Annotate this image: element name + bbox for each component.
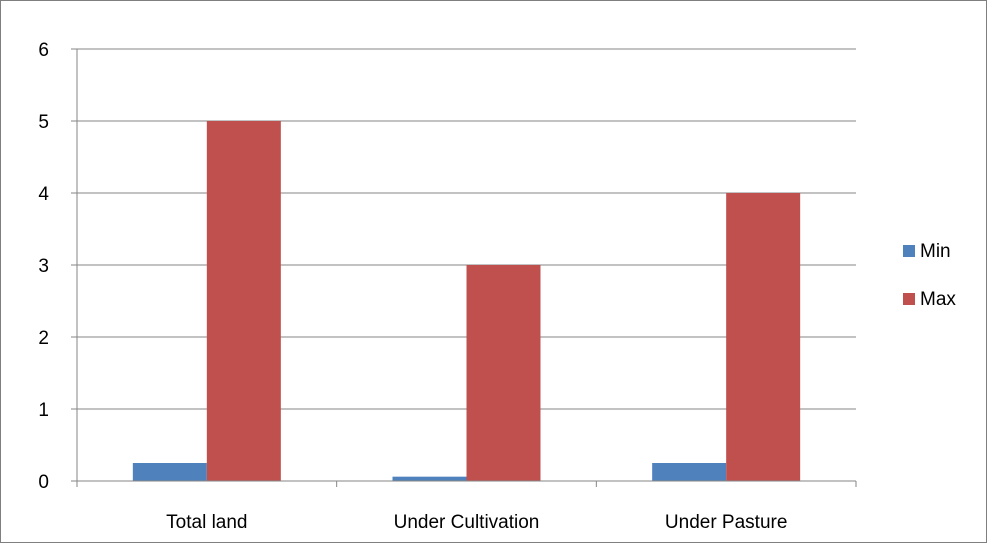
x-tick-labels: Total land Under Cultivation Under Pasture <box>166 512 787 533</box>
y-tick-label: 6 <box>38 40 49 61</box>
bar-min-under-cultivation <box>392 476 467 481</box>
bar-max-total-land <box>206 121 281 481</box>
y-tick-label: 0 <box>38 472 49 493</box>
bar-min-under-pasture <box>652 463 727 481</box>
y-tick-label: 5 <box>38 112 49 133</box>
legend-label-max: Max <box>920 289 956 310</box>
y-tick-label: 2 <box>38 328 49 349</box>
legend-label-min: Min <box>920 241 951 262</box>
y-tick-label: 4 <box>38 184 49 205</box>
x-tick-label: Total land <box>166 512 247 533</box>
x-tick-label: Under Pasture <box>665 512 788 533</box>
axes <box>71 48 857 487</box>
y-tick-label: 1 <box>38 400 49 421</box>
x-tick-label: Under Cultivation <box>394 512 540 533</box>
y-tick-labels: 0 1 2 3 4 5 6 <box>38 40 49 493</box>
bar-max-under-pasture <box>726 193 801 481</box>
bars <box>132 121 801 481</box>
bar-min-total-land <box>132 463 207 481</box>
legend-swatch-max <box>903 293 915 305</box>
legend: Min Max <box>903 241 956 310</box>
y-tick-label: 3 <box>38 256 49 277</box>
bar-max-under-cultivation <box>466 265 541 481</box>
legend-swatch-min <box>903 245 915 257</box>
